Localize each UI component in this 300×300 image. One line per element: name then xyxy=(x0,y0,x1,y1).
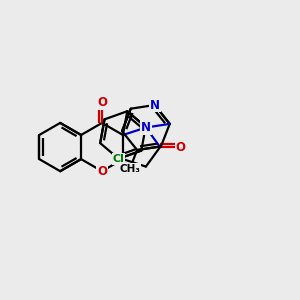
Text: O: O xyxy=(176,141,186,154)
Text: O: O xyxy=(97,96,107,109)
Text: O: O xyxy=(97,165,107,178)
Text: N: N xyxy=(150,98,160,112)
Text: Cl: Cl xyxy=(112,154,124,164)
Text: CH₃: CH₃ xyxy=(119,164,140,174)
Text: N: N xyxy=(141,121,151,134)
